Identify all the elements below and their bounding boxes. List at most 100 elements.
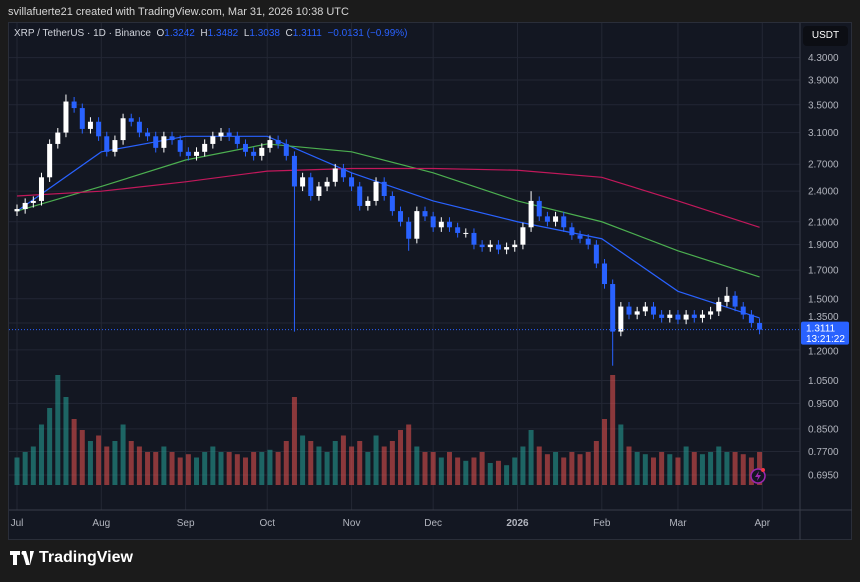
volume-bar [194,457,200,485]
volume-bar [87,441,93,485]
volume-bar [202,452,208,485]
candle-body [446,221,452,228]
y-tick-label: 3.9000 [808,76,839,87]
candle-body [259,147,265,156]
candle-body [748,314,754,323]
candle-body [414,211,420,239]
candle-body [145,132,151,137]
x-tick-label: Oct [259,518,275,529]
candle-body [47,143,53,178]
volume-bar [650,457,656,485]
candle-body [161,136,167,148]
candle-body [455,227,461,233]
candle-body [120,118,126,141]
candle-body [291,155,297,187]
volume-bar [479,452,485,485]
candle-body [683,314,689,320]
volume-bar [610,375,616,485]
volume-bar [471,457,477,485]
candle-body [520,227,526,245]
candle-body [577,235,583,239]
candle-body [128,118,134,122]
volume-bar [398,430,404,485]
candle-body [438,221,444,228]
change-value: −0.0131 (−0.99%) [327,28,408,39]
candle-body [691,314,697,318]
volume-bar [642,454,648,485]
candle-body [242,143,248,152]
volume-bar [38,424,44,485]
candle-body [63,101,69,133]
candle-body [512,244,518,248]
volume-bar [357,441,363,485]
x-tick-label: Sep [177,518,195,529]
candle-body [22,202,28,210]
volume-bar [634,452,640,485]
candle-body [740,306,746,315]
candle-body [667,314,673,318]
candle-body [610,284,616,332]
candle-body [112,140,118,152]
x-tick-label: Feb [593,518,611,529]
volume-bar [177,457,183,485]
volume-bar [251,452,257,485]
candle-body [650,306,656,315]
close-value: 1.3111 [292,28,322,39]
volume-bar [683,446,689,485]
candle-body [104,136,110,152]
candle-body [308,177,314,197]
candle-body [675,314,681,320]
volume-bar [740,454,746,485]
candle-body [194,151,200,156]
volume-bar [430,452,436,485]
candle-body [202,143,208,152]
candle-body [569,227,575,236]
candle-body [349,177,355,187]
volume-bar [169,452,175,485]
bar-countdown: 13:21:22 [806,334,845,345]
candle-body [226,132,232,137]
x-tick-label: 2026 [506,518,529,529]
volume-bar [455,457,461,485]
volume-bar [406,424,412,485]
volume-bar [112,441,118,485]
moving-average-red [16,167,760,228]
candle-body [634,311,640,315]
candle-body [14,209,20,212]
volume-bar [153,452,159,485]
volume-bar [120,424,126,485]
notification-dot [761,468,765,472]
high-label: H [200,28,208,39]
volume-bar [161,446,167,485]
volume-bar [495,460,501,485]
lightning-icon-bolt [755,471,761,481]
volume-bar [242,457,248,485]
x-tick-label: Nov [343,518,361,529]
currency-button[interactable]: USDT [803,26,848,46]
moving-average-blue [16,135,760,319]
tradingview-logo-icon [10,551,34,565]
volume-bar [14,457,20,485]
candle-body [422,211,428,217]
candle-body [479,244,485,248]
candle-body [332,168,338,182]
candle-body [55,132,61,144]
tradingview-logo[interactable]: TradingView [10,549,133,567]
volume-bar [234,454,240,485]
candle-body [471,232,477,245]
y-tick-label: 1.5000 [808,294,839,305]
candle-body [495,244,501,250]
volume-bar [561,457,567,485]
candle-body [251,151,257,156]
volume-bar [748,457,754,485]
y-tick-label: 2.4000 [808,187,839,198]
volume-bar [316,446,322,485]
volume-bar [47,408,53,485]
y-tick-label: 1.7000 [808,266,839,277]
plot-area [9,23,800,510]
volume-bar [691,452,697,485]
lightning-icon[interactable] [750,468,766,484]
candle-body [642,306,648,312]
low-label: L [243,28,250,39]
